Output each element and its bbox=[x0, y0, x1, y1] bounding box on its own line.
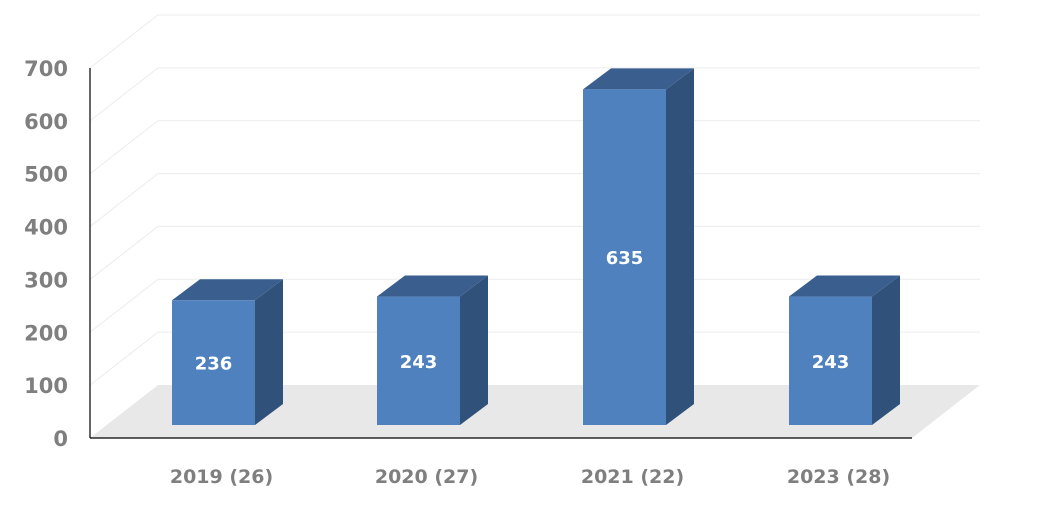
floor-plane bbox=[90, 385, 980, 438]
axes bbox=[89, 68, 912, 439]
gridline bbox=[89, 225, 980, 280]
y-tick-label: 600 bbox=[24, 110, 68, 134]
x-tick-label: 2020 (27) bbox=[375, 466, 478, 488]
bar-front bbox=[583, 89, 666, 425]
bar-top bbox=[583, 68, 694, 90]
bar-front bbox=[172, 300, 255, 425]
chart-floor bbox=[90, 385, 980, 438]
gridline bbox=[89, 67, 980, 122]
y-tick-label: 400 bbox=[24, 216, 68, 240]
bar-side bbox=[666, 68, 694, 425]
bar: 635 bbox=[583, 68, 694, 425]
bar-side bbox=[460, 275, 488, 425]
y-tick-label: 0 bbox=[53, 427, 68, 451]
x-tick-label: 2019 (26) bbox=[170, 466, 273, 488]
gridline bbox=[89, 173, 980, 227]
y-tick-label: 200 bbox=[24, 321, 68, 345]
gridlines bbox=[89, 14, 980, 386]
bar-top bbox=[789, 275, 900, 297]
x-axis-labels: 2019 (26) 2020 (27) 2021 (22) 2023 (28) bbox=[170, 466, 890, 488]
bar-front bbox=[377, 296, 460, 425]
y-tick-label: 700 bbox=[24, 57, 68, 81]
data-label: 243 bbox=[812, 352, 850, 373]
x-tick-label: 2021 (22) bbox=[581, 466, 684, 488]
x-tick-label: 2023 (28) bbox=[787, 466, 890, 488]
y-axis-ticks: 0 100 200 300 400 500 600 700 bbox=[24, 57, 68, 451]
bar-side bbox=[872, 275, 900, 425]
bars: 236 243 635 243 bbox=[172, 68, 900, 425]
gridline bbox=[89, 120, 980, 175]
y-tick-label: 300 bbox=[24, 268, 68, 292]
bar: 236 bbox=[172, 279, 283, 425]
y-tick-label: 100 bbox=[24, 374, 68, 398]
gridline bbox=[89, 14, 980, 69]
bar-front bbox=[789, 296, 872, 425]
bar: 243 bbox=[789, 275, 900, 425]
y-tick-label: 500 bbox=[24, 163, 68, 187]
gridline bbox=[89, 278, 980, 333]
data-label: 635 bbox=[606, 248, 644, 269]
data-label: 243 bbox=[400, 352, 438, 373]
bar: 243 bbox=[377, 275, 488, 425]
bar-top bbox=[377, 275, 488, 297]
bar-side bbox=[255, 279, 283, 425]
data-label: 236 bbox=[195, 354, 233, 375]
bar-top bbox=[172, 279, 283, 301]
gridline bbox=[89, 331, 980, 386]
